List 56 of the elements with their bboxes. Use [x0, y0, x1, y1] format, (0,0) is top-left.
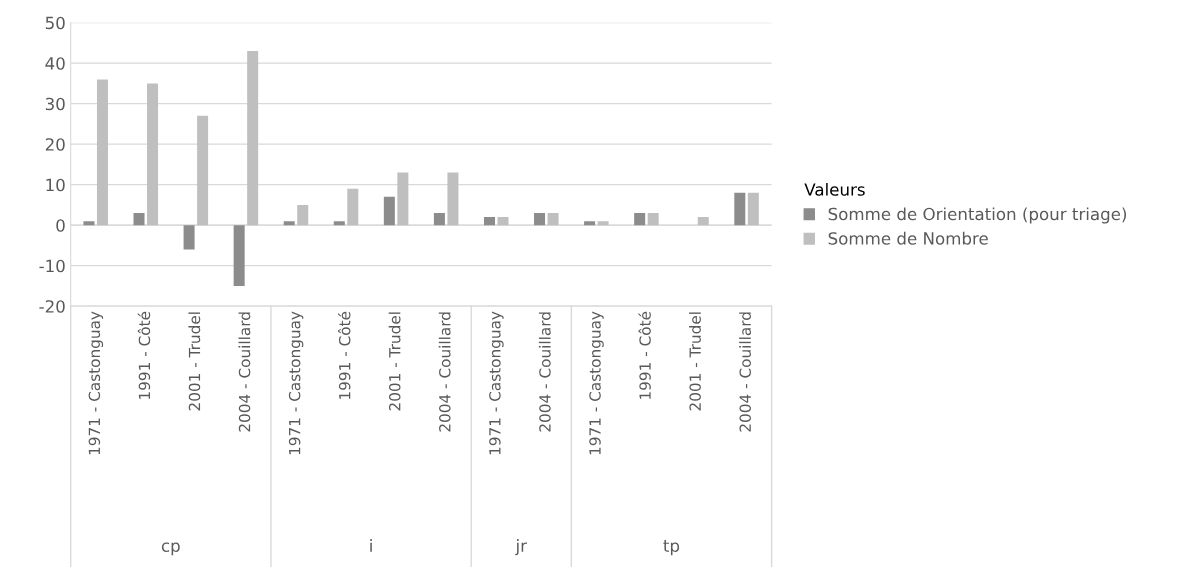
bar	[333, 221, 345, 226]
bar	[734, 192, 746, 226]
bar	[534, 213, 546, 226]
text: jr	[515, 539, 528, 556]
bar	[347, 188, 359, 226]
bar	[247, 51, 259, 226]
bar	[433, 213, 445, 226]
legend-label: Somme de Orientation (pour triage)	[828, 207, 1127, 224]
y-tick-label: -20	[39, 300, 65, 313]
x-tick-label: 1971 - Castonguay	[489, 311, 504, 455]
bar	[233, 225, 245, 286]
text: cp	[161, 542, 180, 556]
bar	[283, 221, 295, 226]
bar	[597, 221, 609, 226]
y-tick-label: 40	[45, 57, 65, 70]
x-tick-label: 1991 - Côté	[638, 311, 651, 399]
x-tick-label: 2001 - Trudel	[689, 312, 701, 411]
x-tick-label: 1971 - Castonguay	[589, 311, 604, 455]
bar	[96, 79, 108, 226]
bar	[483, 217, 495, 226]
x-tick-label: 2004 - Couillard	[739, 312, 751, 432]
y-tick-label: 50	[45, 16, 65, 30]
bar	[634, 213, 646, 226]
x-tick-label: 2004 - Couillard	[538, 312, 551, 432]
bar	[497, 217, 509, 226]
x-tick-label: 2001 - Trudel	[388, 312, 401, 411]
x-tick-label: 1971 - Castonguay	[288, 311, 304, 455]
bar	[133, 213, 145, 226]
y-tick-label: 0	[56, 219, 65, 232]
x-tick-label: 1991 - Côté	[137, 311, 151, 399]
bar	[383, 196, 395, 226]
text: i	[370, 539, 372, 552]
y-tick-label: 10	[46, 178, 65, 192]
x-tick-label: 2004 - Couillard	[438, 312, 451, 432]
bar	[447, 172, 459, 226]
bar	[747, 192, 759, 226]
legend-label: Somme de Nombre	[828, 231, 988, 245]
bar	[584, 221, 596, 226]
bar	[697, 217, 709, 226]
bar	[183, 225, 195, 250]
bar	[147, 83, 159, 226]
x-tick-label: 2001 - Trudel	[188, 312, 201, 411]
y-tick-label: 30	[45, 97, 65, 111]
x-tick-label: 1971 - Castonguay	[88, 311, 104, 455]
legend-title: Valeurs	[804, 182, 865, 196]
y-tick-label: -10	[39, 259, 65, 273]
bar	[547, 213, 559, 226]
bar	[83, 221, 95, 226]
bar	[297, 204, 309, 226]
text: tp	[663, 540, 680, 556]
bar	[647, 213, 659, 226]
x-tick-label: 1991 - Côté	[338, 311, 351, 399]
x-tick-label: 2004 - Couillard	[238, 312, 251, 432]
y-tick-label: 20	[45, 138, 65, 151]
bar	[197, 115, 209, 226]
bar	[397, 172, 409, 226]
